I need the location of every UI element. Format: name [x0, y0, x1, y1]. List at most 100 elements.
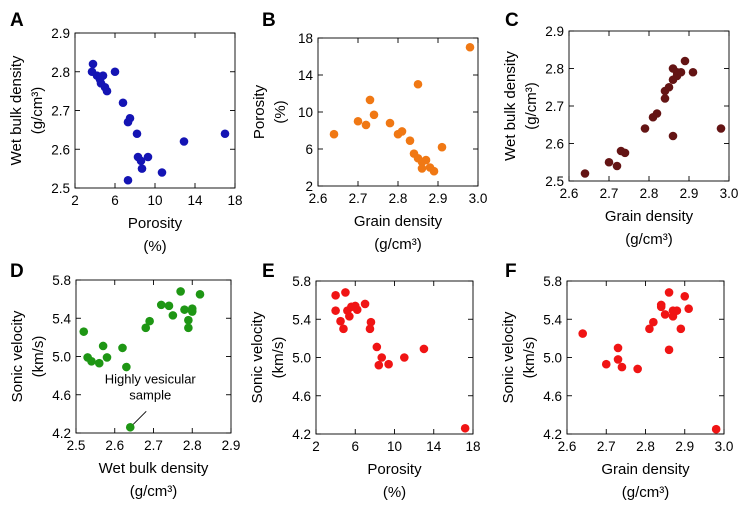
- data-point: [125, 113, 135, 123]
- data-point: [102, 86, 112, 96]
- y-tick-label: 4.6: [292, 389, 311, 404]
- data-point: [664, 288, 674, 297]
- data-point: [184, 323, 193, 333]
- x-tick-label: 2.7: [600, 186, 619, 201]
- x-tick-label: 2.9: [675, 439, 694, 454]
- data-point: [122, 362, 131, 372]
- data-point: [168, 311, 178, 320]
- y-axis-title: Porosity: [251, 84, 268, 139]
- y-axis-title: (km/s): [521, 337, 538, 379]
- y-tick-label: 6: [305, 142, 313, 157]
- data-point: [377, 353, 387, 362]
- data-point: [400, 353, 409, 362]
- data-point: [220, 129, 230, 139]
- data-point: [711, 424, 721, 434]
- x-tick-label: 2.6: [105, 438, 124, 453]
- y-tick-label: 5.4: [52, 311, 71, 326]
- data-point: [437, 142, 447, 152]
- x-tick-label: 2.6: [560, 186, 579, 201]
- x-tick-label: 2.7: [349, 191, 368, 206]
- x-tick-label: 3.0: [720, 186, 739, 201]
- y-tick-label: 4.6: [52, 388, 71, 403]
- data-point: [88, 59, 98, 69]
- data-point: [136, 156, 146, 166]
- y-axis-title: (%): [272, 100, 289, 123]
- panel-D: D 2.5 2.6 2.7 2.8 2.9 4.2 4.6 5.0 5.4 5.8 Wet bulk …: [9, 261, 240, 500]
- x-axis-title: (%): [143, 238, 166, 255]
- y-axis-title: Wet bulk density: [502, 51, 519, 161]
- data-point: [143, 152, 153, 162]
- data-point: [676, 67, 686, 77]
- data-point: [385, 118, 395, 128]
- panel-F: F 2.6 2.7 2.8 2.9 3.0 4.2 4.6 5.0 5.4 5.8 Grain den…: [500, 261, 733, 501]
- annotation-text: Highly vesicular: [105, 371, 197, 386]
- x-tick-label: 10: [387, 439, 402, 454]
- y-axis-title: Wet bulk density: [8, 55, 25, 165]
- y-tick-label: 5.8: [52, 273, 71, 288]
- x-tick-label: 2.8: [636, 439, 655, 454]
- x-tick-label: 3.0: [469, 191, 488, 206]
- y-tick-label: 2.7: [545, 99, 564, 114]
- data-point: [179, 137, 189, 146]
- data-point: [79, 327, 89, 336]
- x-axis-title: (g/cm³): [130, 483, 178, 500]
- x-tick-label: 18: [465, 439, 480, 454]
- x-axis-title: Porosity: [367, 461, 422, 478]
- x-tick-label: 2.7: [144, 438, 163, 453]
- plot-frame: [566, 280, 725, 435]
- y-tick-label: 5.8: [543, 274, 562, 289]
- data-point: [421, 155, 431, 165]
- data-point: [601, 359, 611, 369]
- panel-letter: E: [262, 261, 275, 282]
- y-tick-label: 5.0: [52, 350, 71, 365]
- y-tick-label: 5.4: [543, 312, 562, 327]
- x-tick-label: 2.8: [389, 191, 408, 206]
- data-point: [613, 343, 623, 353]
- data-point: [118, 98, 128, 108]
- data-point: [664, 345, 674, 355]
- data-point: [465, 42, 475, 52]
- data-point: [578, 329, 587, 338]
- y-tick-label: 4.2: [543, 427, 562, 442]
- x-tick-label: 2.8: [183, 438, 202, 453]
- annotation-leader: [132, 410, 147, 425]
- y-tick-label: 2.9: [51, 26, 70, 41]
- plot-frame: [75, 279, 232, 434]
- y-tick-label: 2.8: [545, 62, 564, 77]
- y-axis-title: (g/cm³): [523, 82, 540, 130]
- data-point: [664, 82, 674, 92]
- y-axis-title: Sonic velocity: [500, 311, 517, 403]
- data-point: [668, 64, 678, 73]
- data-point: [118, 343, 127, 353]
- y-tick-label: 5.0: [292, 351, 311, 366]
- y-tick-label: 2.6: [545, 137, 564, 152]
- data-point: [684, 304, 693, 314]
- x-axis-title: (%): [383, 484, 406, 501]
- x-tick-label: 2.5: [67, 438, 86, 453]
- data-point: [419, 344, 429, 354]
- x-tick-label: 2: [71, 193, 79, 208]
- data-point: [613, 355, 623, 364]
- data-point: [329, 129, 339, 139]
- y-tick-label: 14: [298, 68, 314, 83]
- x-tick-label: 2.6: [309, 191, 328, 206]
- data-point: [141, 323, 151, 333]
- x-tick-label: 3.0: [715, 439, 734, 454]
- data-point: [336, 316, 345, 326]
- data-point: [360, 299, 370, 309]
- data-point: [137, 164, 147, 173]
- data-point: [365, 324, 375, 334]
- y-axis-title: (km/s): [30, 336, 47, 378]
- data-point: [184, 315, 193, 325]
- panel-A: A 2 6 10 14 18 2.5 2.6 2.7 2.8 2.9 Porosity (%) Wet b…: [8, 10, 243, 255]
- panel-letter: B: [262, 10, 276, 31]
- data-point: [341, 288, 350, 297]
- data-point: [688, 67, 698, 77]
- data-point: [164, 301, 174, 311]
- data-point: [620, 148, 630, 158]
- y-axis-title: (km/s): [270, 337, 287, 379]
- plot-frame: [568, 30, 730, 182]
- x-axis-title: Grain density: [605, 208, 694, 225]
- x-tick-label: 2.9: [429, 191, 448, 206]
- data-point: [369, 110, 379, 120]
